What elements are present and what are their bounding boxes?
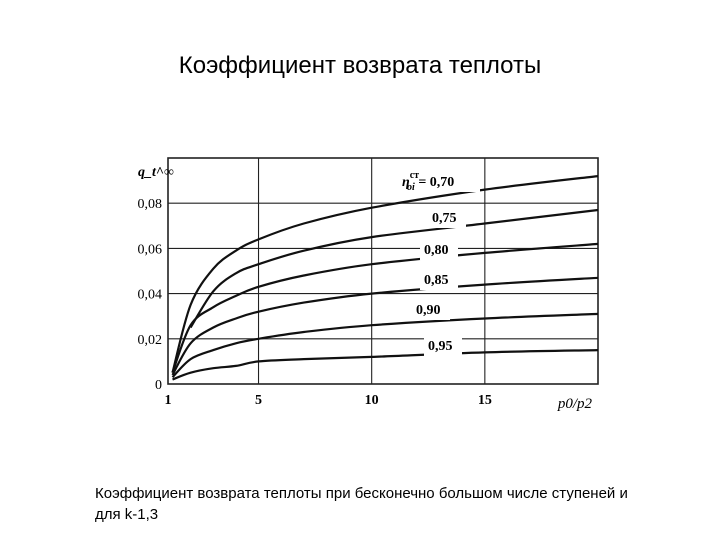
series-label-bg — [420, 240, 458, 260]
y-tick-label: 0 — [155, 378, 162, 393]
series-label-bg — [424, 336, 462, 356]
x-tick-label: 5 — [255, 393, 262, 408]
series-line — [172, 349, 599, 381]
series-label: 0,75 — [432, 211, 457, 226]
y-tick-label: 0,04 — [138, 288, 163, 303]
series-label-bg — [428, 208, 466, 228]
plot-frame — [167, 157, 599, 385]
series-label: 0,80 — [424, 243, 449, 258]
series-label: 0,90 — [416, 303, 441, 318]
x-tick-label: 10 — [365, 393, 379, 408]
slide-caption: Коэффициент возврата теплоты при бесконе… — [95, 485, 628, 523]
series-label: ηст oi = 0,70 — [402, 170, 454, 193]
series-line — [171, 242, 599, 374]
series-line — [189, 208, 599, 329]
series-label-bg — [420, 270, 458, 290]
x-tick-label: 15 — [478, 393, 492, 408]
series-label-bg — [412, 300, 450, 320]
y-tick-label: 0,08 — [138, 197, 163, 212]
y-tick-label: 0,06 — [138, 242, 163, 257]
series-label: 0,85 — [424, 273, 449, 288]
series-line — [171, 276, 599, 376]
y-axis-label: q_t^∞ — [138, 165, 174, 180]
slide-title: Коэффициент возврата теплоты — [178, 52, 542, 79]
series-label: 0,95 — [428, 339, 453, 354]
series-label-bg — [398, 172, 480, 192]
x-tick-label: 1 — [165, 393, 172, 408]
y-tick-label: 0,02 — [138, 333, 163, 348]
series-line — [171, 312, 599, 378]
chart-container: 0 0,02 0,04 0,06 0,08 1 5 10 15 q_t^∞ p0/p2 ηст oi =… — [110, 150, 620, 420]
x-axis-label: p0/p2 — [557, 396, 593, 412]
